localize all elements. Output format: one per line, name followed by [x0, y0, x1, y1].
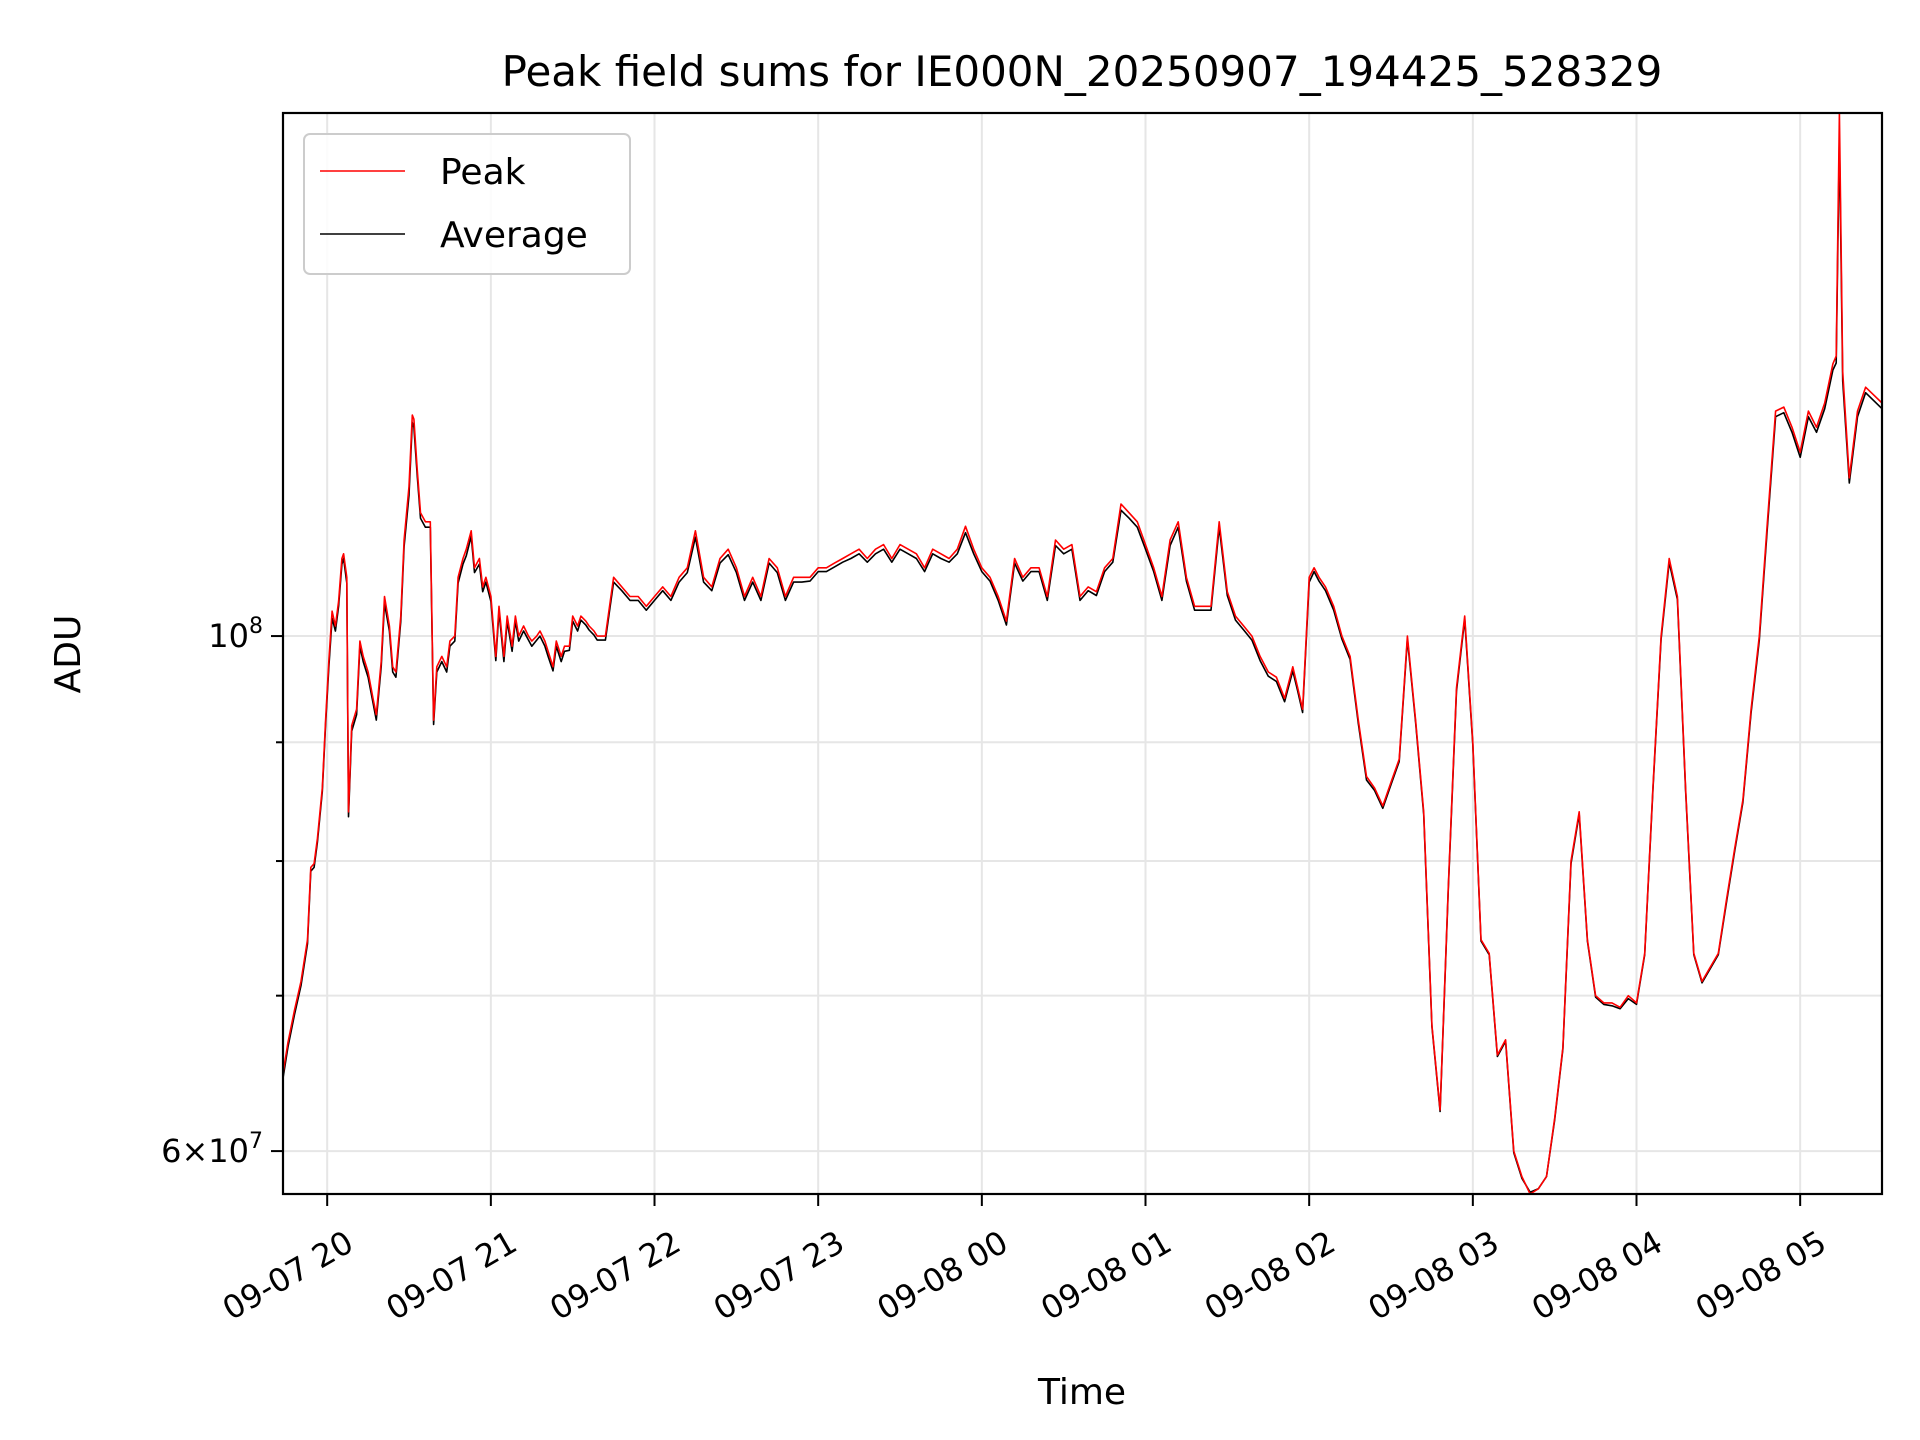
chart-title-overlay: Peak field sums for IE000N_20250907_1944…	[502, 47, 1663, 96]
axes-frame	[281, 111, 1884, 1196]
y-axis-label: ADU	[48, 615, 89, 694]
x-axis-label: Time	[1037, 1372, 1126, 1413]
plot-area	[282, 112, 1883, 1195]
legend-peak-label: Peak	[440, 152, 526, 193]
legend: Peak Average	[303, 133, 631, 275]
series-peak-line	[282, 112, 1883, 1195]
y-tick-label-1: 6×107	[161, 1129, 263, 1170]
y-axis-ticks: 108 6×107	[161, 614, 283, 1170]
legend-box	[303, 133, 631, 275]
legend-average-label: Average	[440, 215, 588, 256]
gridlines	[283, 113, 1882, 1194]
y-tick-label-0: 108	[208, 614, 263, 655]
